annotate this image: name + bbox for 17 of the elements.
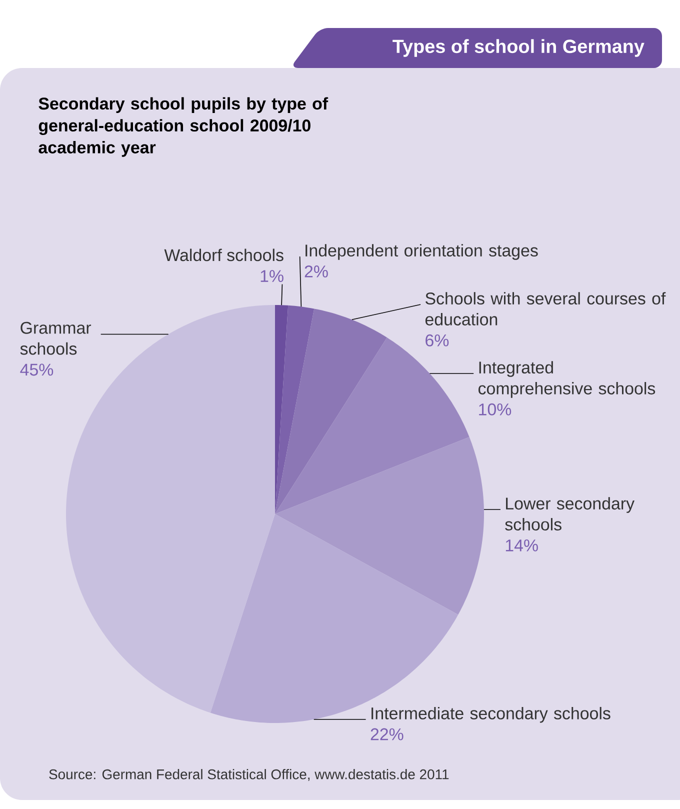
slice-label: Independent orientation stages <box>306 244 538 260</box>
slice-label: Grammar schools <box>20 322 92 355</box>
data-label: 1% <box>260 270 284 282</box>
data-label: 6% <box>426 334 449 346</box>
data-label: 45% <box>20 364 54 376</box>
data-label: 22% <box>370 728 404 740</box>
chart-subtitle: Secondary school pupils by type of general-education school 2009/10 academic year <box>38 97 328 157</box>
data-label: 10% <box>479 403 512 416</box>
slice-label: Schools with several courses of education <box>425 292 666 326</box>
data-label: 14% <box>506 539 538 552</box>
chart-title: Types of school in Germany <box>392 39 644 57</box>
slice-label: Intermediate secondary schools <box>372 706 610 723</box>
slice-label: Integrated comprehensive schools <box>478 361 656 398</box>
slice-label: Lower secondary schools <box>505 497 634 530</box>
source-note: Source: German Federal Statistical Office, www.destatis.de 2011 <box>49 769 449 781</box>
data-label: 2% <box>304 265 328 278</box>
slice-label: Waldorf schools <box>164 248 284 262</box>
